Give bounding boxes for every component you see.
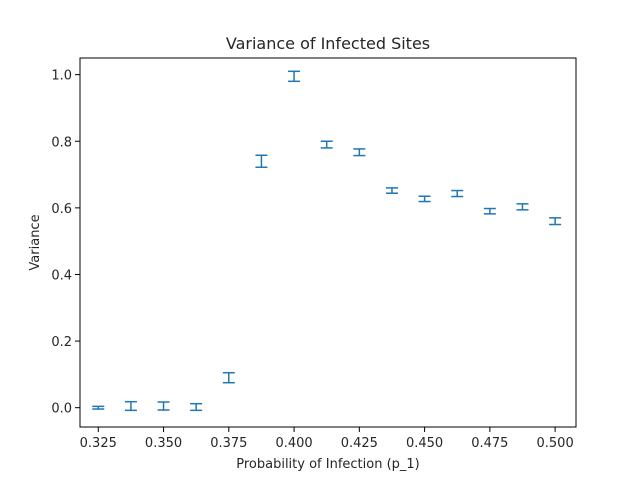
y-tick-label: 0.4 [51,268,72,283]
error-bar [255,154,268,168]
y-tick-label: 0.8 [51,135,72,150]
x-tick-label: 0.325 [80,436,117,451]
error-bar [483,207,496,215]
chart-title: Variance of Infected Sites [226,34,430,53]
plot-area [79,57,577,428]
y-tick-label: 1.0 [51,69,72,84]
error-bar [288,70,301,83]
x-tick-label: 0.425 [341,436,378,451]
y-tick-label: 0.0 [51,402,72,417]
error-bar [157,401,170,411]
y-tick-label: 0.2 [51,335,72,350]
plot-frame [79,57,577,428]
error-bar [451,189,464,198]
error-bar [549,217,562,226]
x-tick-label: 0.350 [145,436,182,451]
error-bars [92,70,562,412]
error-bar [124,400,137,412]
y-axis-label: Variance [28,214,43,270]
x-axis-label: Probability of Infection (p_1) [236,457,420,472]
error-bar [222,371,235,384]
error-bar [385,187,398,194]
y-axis: 0.0 0.2 0.4 0.6 0.8 1.0 [51,69,80,417]
x-tick-label: 0.500 [537,436,574,451]
x-axis: 0.325 0.350 0.375 0.400 0.425 0.450 0.475 0.500 [80,427,574,451]
error-bar [190,402,203,412]
x-tick-label: 0.450 [406,436,443,451]
x-tick-label: 0.400 [275,436,312,451]
x-tick-label: 0.475 [471,436,508,451]
y-tick-label: 0.6 [51,202,72,217]
error-bar [320,140,333,149]
error-bar [516,203,529,211]
error-bar [92,405,105,410]
x-tick-label: 0.375 [210,436,247,451]
error-bar [353,148,366,157]
error-bar [418,195,431,203]
